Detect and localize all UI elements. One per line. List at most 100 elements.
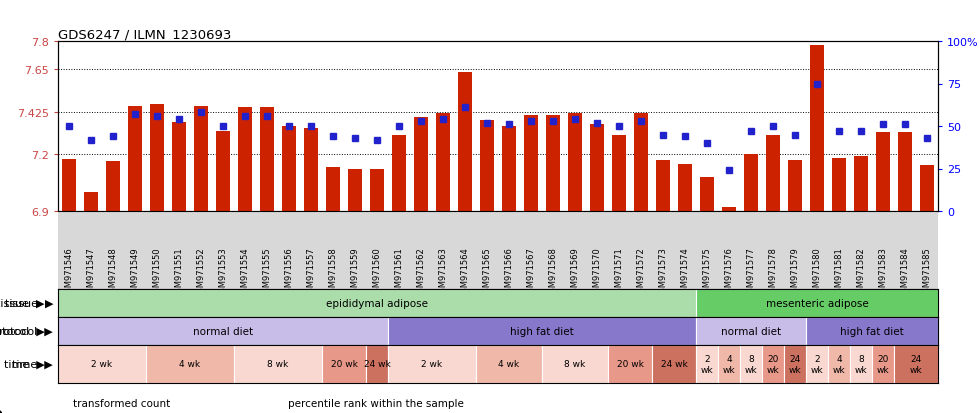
Text: 2 wk: 2 wk — [91, 360, 113, 369]
Text: transformed count: transformed count — [73, 398, 170, 408]
Bar — [612, 136, 625, 211]
Bar — [282, 127, 296, 211]
Text: 24 wk: 24 wk — [661, 360, 687, 369]
Bar — [480, 121, 494, 211]
Text: percentile rank within the sample: percentile rank within the sample — [288, 398, 465, 408]
Bar — [894, 345, 938, 383]
Bar — [524, 115, 538, 211]
Bar — [696, 289, 938, 317]
Text: 4
wk: 4 wk — [722, 354, 735, 374]
Text: 20 wk: 20 wk — [616, 360, 644, 369]
Text: 20 wk: 20 wk — [330, 360, 358, 369]
Text: time  ▶: time ▶ — [4, 359, 45, 369]
Text: 4 wk: 4 wk — [179, 360, 201, 369]
Text: 24
wk: 24 wk — [789, 354, 802, 374]
Text: high fat diet: high fat diet — [840, 326, 904, 336]
Text: 2 wk: 2 wk — [421, 360, 443, 369]
Bar — [876, 132, 890, 211]
Bar — [503, 127, 515, 211]
Bar — [107, 161, 120, 211]
Text: normal diet: normal diet — [721, 326, 781, 336]
Bar — [150, 105, 164, 211]
Text: mesenteric adipose: mesenteric adipose — [765, 298, 868, 308]
Bar — [762, 345, 784, 383]
Text: protocol  ▶: protocol ▶ — [0, 326, 45, 336]
Bar — [459, 73, 471, 211]
Bar — [238, 108, 252, 211]
Bar — [657, 161, 669, 211]
Text: 20
wk: 20 wk — [766, 354, 779, 374]
Text: 24 wk: 24 wk — [364, 360, 390, 369]
Bar — [806, 345, 828, 383]
Bar — [568, 114, 581, 211]
Text: tissue  ▶: tissue ▶ — [0, 298, 45, 308]
Text: 20
wk: 20 wk — [877, 354, 889, 374]
Bar — [392, 135, 406, 211]
Bar — [608, 345, 652, 383]
Bar — [58, 289, 696, 317]
Bar — [740, 345, 762, 383]
Bar — [678, 164, 692, 211]
Bar — [806, 317, 938, 345]
Bar — [718, 345, 740, 383]
Bar — [436, 114, 450, 211]
Bar — [261, 108, 273, 211]
Text: 8 wk: 8 wk — [564, 360, 586, 369]
Text: epididymal adipose: epididymal adipose — [326, 298, 428, 308]
Bar — [696, 345, 718, 383]
Bar — [788, 161, 802, 211]
Bar — [872, 345, 894, 383]
Bar — [58, 345, 146, 383]
Bar — [128, 107, 141, 211]
Bar — [476, 345, 542, 383]
Bar — [415, 117, 427, 211]
Bar — [194, 107, 208, 211]
Bar — [63, 160, 75, 211]
Bar — [146, 345, 234, 383]
Text: 24
wk: 24 wk — [909, 354, 922, 374]
Bar — [722, 208, 736, 211]
Text: GDS6247 / ILMN_1230693: GDS6247 / ILMN_1230693 — [58, 28, 231, 41]
Bar — [172, 123, 185, 211]
Text: protocol  ▶: protocol ▶ — [0, 326, 53, 336]
Bar — [542, 345, 608, 383]
Text: 8 wk: 8 wk — [268, 360, 289, 369]
Bar — [234, 345, 322, 383]
Bar — [349, 170, 362, 211]
Bar — [388, 317, 696, 345]
Text: 4 wk: 4 wk — [499, 360, 519, 369]
Bar — [590, 125, 604, 211]
Bar — [634, 114, 648, 211]
Bar — [322, 345, 366, 383]
Bar — [832, 159, 846, 211]
Bar — [784, 345, 806, 383]
Bar — [84, 192, 98, 211]
Text: high fat diet: high fat diet — [511, 326, 574, 336]
Bar — [366, 345, 388, 383]
Bar — [652, 345, 696, 383]
Bar — [766, 136, 780, 211]
Bar — [326, 167, 340, 211]
Text: 2
wk: 2 wk — [810, 354, 823, 374]
Bar — [696, 317, 806, 345]
Text: tissue  ▶: tissue ▶ — [5, 298, 53, 308]
Bar — [828, 345, 850, 383]
Bar — [547, 115, 560, 211]
Bar — [388, 345, 476, 383]
Bar — [810, 46, 823, 211]
Text: 2
wk: 2 wk — [701, 354, 713, 374]
Text: normal diet: normal diet — [193, 326, 253, 336]
Bar — [850, 345, 872, 383]
Bar — [370, 170, 383, 211]
Bar — [305, 128, 318, 211]
Bar — [920, 165, 934, 211]
Text: 4
wk: 4 wk — [833, 354, 846, 374]
Text: 8
wk: 8 wk — [745, 354, 758, 374]
Bar — [745, 155, 758, 211]
Text: 8
wk: 8 wk — [855, 354, 867, 374]
Text: time  ▶: time ▶ — [13, 359, 53, 369]
Bar — [855, 157, 867, 211]
Bar — [701, 178, 713, 211]
Bar — [899, 132, 911, 211]
Bar — [58, 317, 388, 345]
